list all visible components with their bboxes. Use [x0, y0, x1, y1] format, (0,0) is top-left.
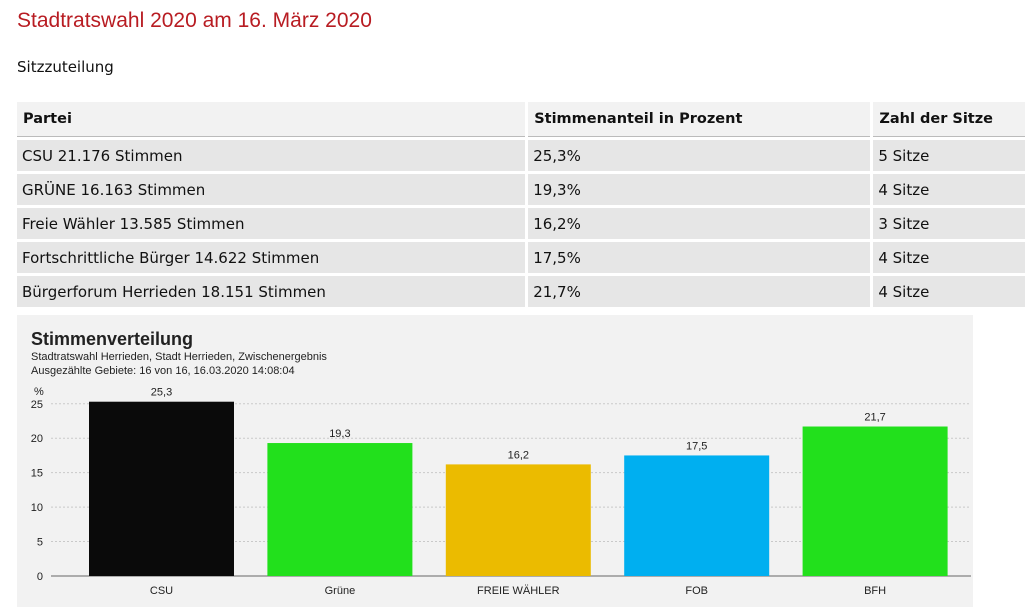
vote-distribution-chart: Stimmenverteilung Stadtratswahl Herriede…	[31, 329, 971, 597]
chart-subtitle: Stadtratswahl Herrieden, Stadt Herrieden…	[31, 351, 327, 363]
party-cell: GRÜNE 16.163 Stimmen	[17, 174, 526, 205]
table-row: Fortschrittliche Bürger 14.622 Stimmen 1…	[17, 242, 1025, 273]
category-label: BFH	[864, 585, 886, 597]
chart-subtitle-2: Ausgezählte Gebiete: 16 von 16, 16.03.20…	[31, 365, 295, 377]
party-cell: CSU 21.176 Stimmen	[17, 140, 526, 171]
category-label: CSU	[150, 585, 173, 597]
y-tick-label: 0	[37, 571, 43, 583]
y-tick-label: 10	[31, 502, 43, 514]
seats-cell: 4 Sitze	[873, 242, 1025, 273]
vote-share-cell: 16,2%	[528, 208, 871, 239]
table-row: CSU 21.176 Stimmen 25,3% 5 Sitze	[17, 140, 1025, 171]
results-table: Partei Stimmenanteil in Prozent Zahl der…	[14, 99, 1028, 310]
bar-freie-wähler	[445, 464, 591, 576]
bar-value-label: 16,2	[508, 449, 529, 461]
table-row: Freie Wähler 13.585 Stimmen 16,2% 3 Sitz…	[17, 208, 1025, 239]
table-row: GRÜNE 16.163 Stimmen 19,3% 4 Sitze	[17, 174, 1025, 205]
party-cell: Freie Wähler 13.585 Stimmen	[17, 208, 526, 239]
table-header-row: Partei Stimmenanteil in Prozent Zahl der…	[17, 102, 1025, 137]
category-label: Grüne	[325, 585, 356, 597]
column-header-seats: Zahl der Sitze	[873, 102, 1025, 137]
y-axis-label: %	[34, 386, 44, 398]
party-cell: Bürgerforum Herrieden 18.151 Stimmen	[17, 276, 526, 307]
column-header-party: Partei	[17, 102, 526, 137]
vote-share-cell: 17,5%	[528, 242, 871, 273]
category-label: FREIE WÄHLER	[477, 585, 560, 597]
seats-cell: 4 Sitze	[873, 174, 1025, 205]
bar-csu	[89, 401, 234, 576]
party-cell: Fortschrittliche Bürger 14.622 Stimmen	[17, 242, 526, 273]
bar-value-label: 19,3	[329, 428, 350, 440]
y-tick-label: 15	[31, 468, 43, 480]
bar-value-label: 25,3	[151, 387, 172, 399]
seats-cell: 3 Sitze	[873, 208, 1025, 239]
bar-value-label: 21,7	[864, 412, 885, 424]
y-tick-label: 5	[37, 537, 43, 549]
vote-share-cell: 25,3%	[528, 140, 871, 171]
category-label: FOB	[685, 585, 708, 597]
vote-share-cell: 19,3%	[528, 174, 871, 205]
bar-value-label: 17,5	[686, 440, 707, 452]
y-tick-label: 20	[31, 433, 43, 445]
bar-grüne	[267, 443, 413, 576]
table-row: Bürgerforum Herrieden 18.151 Stimmen 21,…	[17, 276, 1025, 307]
chart-panel: Stimmenverteilung Stadtratswahl Herriede…	[17, 315, 973, 607]
bar-fob	[624, 455, 770, 576]
bar-bfh	[802, 426, 948, 576]
vote-share-cell: 21,7%	[528, 276, 871, 307]
y-tick-label: 25	[31, 399, 43, 411]
seats-cell: 4 Sitze	[873, 276, 1025, 307]
seats-cell: 5 Sitze	[873, 140, 1025, 171]
column-header-vote-share: Stimmenanteil in Prozent	[528, 102, 871, 137]
chart-title: Stimmenverteilung	[31, 329, 193, 349]
page-title: Stadtratswahl 2020 am 16. März 2020	[17, 9, 372, 32]
section-label: Sitzzuteilung	[17, 58, 114, 76]
